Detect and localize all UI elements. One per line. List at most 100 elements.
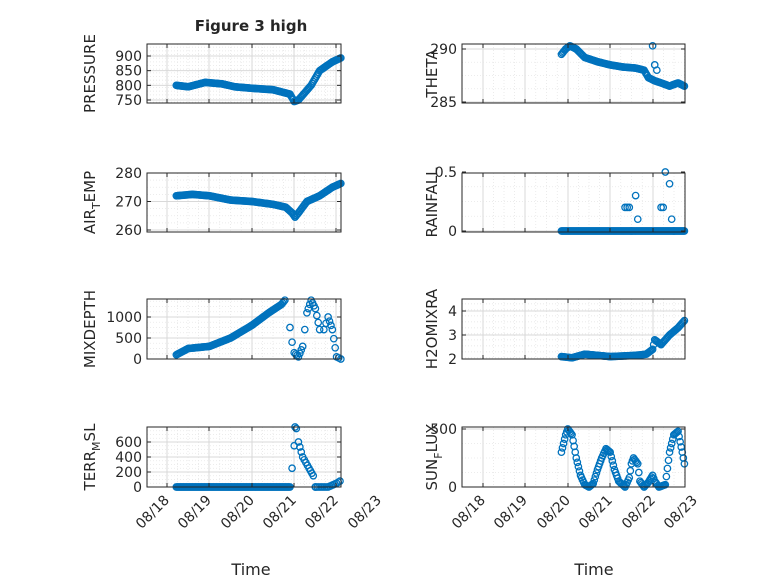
data-marker xyxy=(591,472,600,481)
y-tick-label: 200 xyxy=(115,465,142,481)
data-marker xyxy=(294,438,303,446)
data-marker xyxy=(679,317,688,326)
data-marker xyxy=(303,308,311,317)
x-tick-label: 08/22 xyxy=(619,493,659,533)
data-marker xyxy=(300,325,309,334)
data-marker xyxy=(327,321,335,330)
data-marker xyxy=(626,466,635,475)
data-marker xyxy=(652,66,661,75)
data-marker xyxy=(297,346,306,354)
data-marker xyxy=(648,345,657,354)
y-tick-label: 0 xyxy=(133,480,142,496)
data-marker xyxy=(677,443,686,451)
x-tick-label: 08/19 xyxy=(175,493,215,533)
axes-box xyxy=(146,172,342,233)
axes-box xyxy=(461,172,686,233)
y-tick-label: 2 xyxy=(448,352,457,368)
x-tick-label: 08/18 xyxy=(449,493,489,533)
y-tick-label: 400 xyxy=(115,450,142,466)
x-tick-label: 08/23 xyxy=(345,493,385,533)
data-marker xyxy=(673,428,681,437)
data-marker xyxy=(567,429,575,438)
data-marker xyxy=(669,227,678,235)
data-marker xyxy=(574,462,583,471)
data-marker xyxy=(633,459,642,468)
data-marker xyxy=(634,468,643,477)
data-marker xyxy=(292,424,301,433)
y-axis-label: SUNFLUX xyxy=(423,424,445,491)
data-marker xyxy=(588,480,597,489)
data-marker xyxy=(632,458,641,467)
data-marker xyxy=(631,191,640,200)
axes-box xyxy=(461,43,686,104)
data-marker xyxy=(573,458,582,467)
data-marker xyxy=(604,446,612,455)
data-marker xyxy=(680,82,689,90)
data-marker xyxy=(674,427,682,436)
y-axis-label: THETA xyxy=(423,49,441,99)
data-marker xyxy=(666,443,675,452)
data-marker xyxy=(286,323,294,332)
data-marker xyxy=(314,318,323,327)
data-marker xyxy=(648,41,657,50)
data-marker xyxy=(625,473,634,482)
data-marker xyxy=(667,215,676,224)
x-axis-label: Time xyxy=(230,560,270,579)
data-marker xyxy=(281,296,289,305)
data-marker xyxy=(298,342,307,351)
x-tick-label: 08/21 xyxy=(260,493,300,533)
y-tick-label: 0 xyxy=(448,224,457,240)
y-axis-label: PRESSURE xyxy=(81,34,99,113)
x-tick-label: 08/19 xyxy=(491,493,531,533)
axes-box xyxy=(146,298,342,360)
data-marker xyxy=(560,435,569,443)
data-marker xyxy=(675,432,683,441)
data-marker xyxy=(558,443,567,452)
data-marker xyxy=(633,215,642,224)
data-marker xyxy=(324,313,332,321)
data-marker xyxy=(609,461,618,470)
y-tick-label: 285 xyxy=(430,95,457,111)
data-marker xyxy=(665,448,674,457)
y-tick-label: 500 xyxy=(430,422,457,438)
y-axis-label: RAINFALL xyxy=(423,167,441,238)
y-tick-label: 750 xyxy=(115,93,142,109)
data-marker xyxy=(590,476,599,484)
data-marker xyxy=(557,448,566,457)
axes-box xyxy=(461,426,686,488)
data-marker xyxy=(325,317,334,326)
y-tick-label: 500 xyxy=(115,331,142,347)
data-marker xyxy=(608,457,617,465)
data-marker xyxy=(627,227,636,235)
data-marker xyxy=(297,448,306,456)
data-marker xyxy=(665,179,674,188)
y-axis-label: AIRTEMP xyxy=(81,171,103,234)
data-marker xyxy=(661,480,670,489)
axes-background xyxy=(147,44,341,103)
data-marker xyxy=(336,477,344,485)
y-tick-label: 0 xyxy=(448,480,457,496)
axes-box xyxy=(461,298,686,360)
data-marker xyxy=(312,311,321,320)
data-marker xyxy=(572,454,581,462)
data-marker xyxy=(329,334,338,343)
figure-title: Figure 3 high xyxy=(195,17,308,35)
data-marker xyxy=(680,459,689,468)
x-tick-label: 08/21 xyxy=(576,493,616,533)
data-marker xyxy=(680,316,689,325)
y-tick-label: 270 xyxy=(115,195,142,211)
y-tick-label: 1000 xyxy=(106,310,142,326)
data-marker xyxy=(559,439,568,448)
data-marker xyxy=(606,448,615,457)
x-tick-label: 08/23 xyxy=(661,493,701,533)
y-tick-label: 600 xyxy=(115,435,142,451)
data-marker xyxy=(315,325,324,334)
data-marker xyxy=(664,456,673,465)
y-tick-label: 850 xyxy=(115,64,142,80)
x-tick-label: 08/20 xyxy=(534,493,574,533)
y-axis-label: H2OMIXRA xyxy=(423,288,441,369)
data-marker xyxy=(309,471,318,480)
data-marker xyxy=(667,439,676,448)
y-tick-label: 900 xyxy=(115,49,142,65)
